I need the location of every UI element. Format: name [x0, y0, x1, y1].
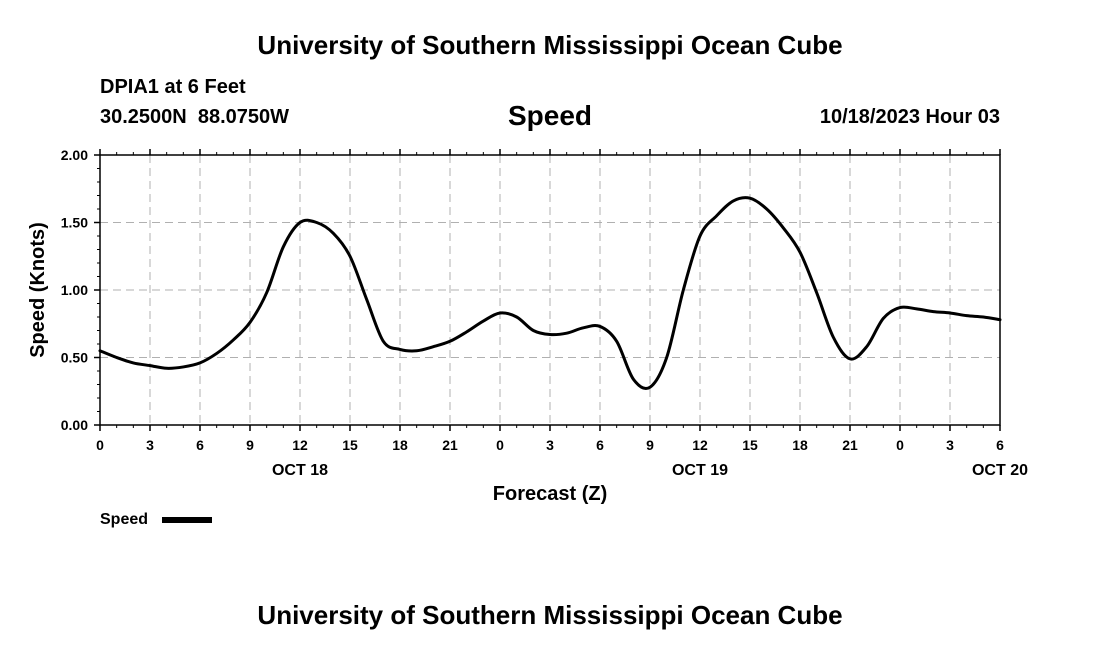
x-tick-label: 6: [196, 437, 204, 453]
x-tick-label: 15: [742, 437, 758, 453]
axis-ticks: [94, 149, 1001, 431]
x-tick-label: 6: [996, 437, 1004, 453]
y-tick-label: 1.00: [61, 282, 88, 298]
x-tick-label: 3: [546, 437, 554, 453]
x-tick-labels: 0 3 6 9 12 15 18 21 0 3 6 9 12 15 18 21 0 3 6: [96, 437, 1004, 453]
x-tick-label: 3: [146, 437, 154, 453]
date-label: OCT 20: [972, 462, 1028, 479]
x-tick-label: 15: [342, 437, 358, 453]
x-tick-label: 18: [392, 437, 408, 453]
x-tick-label: 21: [842, 437, 858, 453]
y-tick-label: 0.50: [61, 350, 88, 366]
main-title: University of Southern Mississippi Ocean…: [257, 30, 843, 60]
x-tick-label: 12: [292, 437, 308, 453]
x-tick-label: 0: [896, 437, 904, 453]
date-label: OCT 18: [272, 462, 328, 479]
date-label: OCT 19: [672, 462, 728, 479]
x-tick-label: 0: [496, 437, 504, 453]
x-tick-label: 12: [692, 437, 708, 453]
station-label: DPIA1 at 6 Feet: [100, 76, 246, 98]
legend-label: Speed: [100, 511, 148, 528]
legend-swatch: [162, 517, 212, 523]
date-labels: OCT 18 OCT 19 OCT 20: [272, 462, 1028, 479]
location-label: 30.2500N 88.0750W: [100, 106, 290, 128]
speed-series-line: [98, 196, 1002, 391]
y-axis-label: Speed (Knots): [27, 222, 49, 358]
y-tick-label: 0.00: [61, 417, 88, 433]
y-tick-label: 2.00: [61, 147, 88, 163]
grid-lines: [100, 155, 1000, 425]
x-tick-label: 21: [442, 437, 458, 453]
x-tick-label: 18: [792, 437, 808, 453]
y-tick-labels: 0.00 0.50 1.00 1.50 2.00: [61, 147, 88, 433]
x-tick-label: 3: [946, 437, 954, 453]
footer-title: University of Southern Mississippi Ocean…: [257, 600, 843, 630]
x-tick-label: 9: [246, 437, 254, 453]
variable-title: Speed: [507, 100, 593, 131]
timestamp-label: 10/18/2023 Hour 03: [819, 106, 1000, 128]
x-tick-label: 9: [646, 437, 654, 453]
x-tick-label: 6: [596, 437, 604, 453]
x-axis-label: Forecast (Z): [493, 483, 607, 505]
y-tick-label: 1.50: [61, 215, 88, 231]
x-tick-label: 0: [96, 437, 104, 453]
